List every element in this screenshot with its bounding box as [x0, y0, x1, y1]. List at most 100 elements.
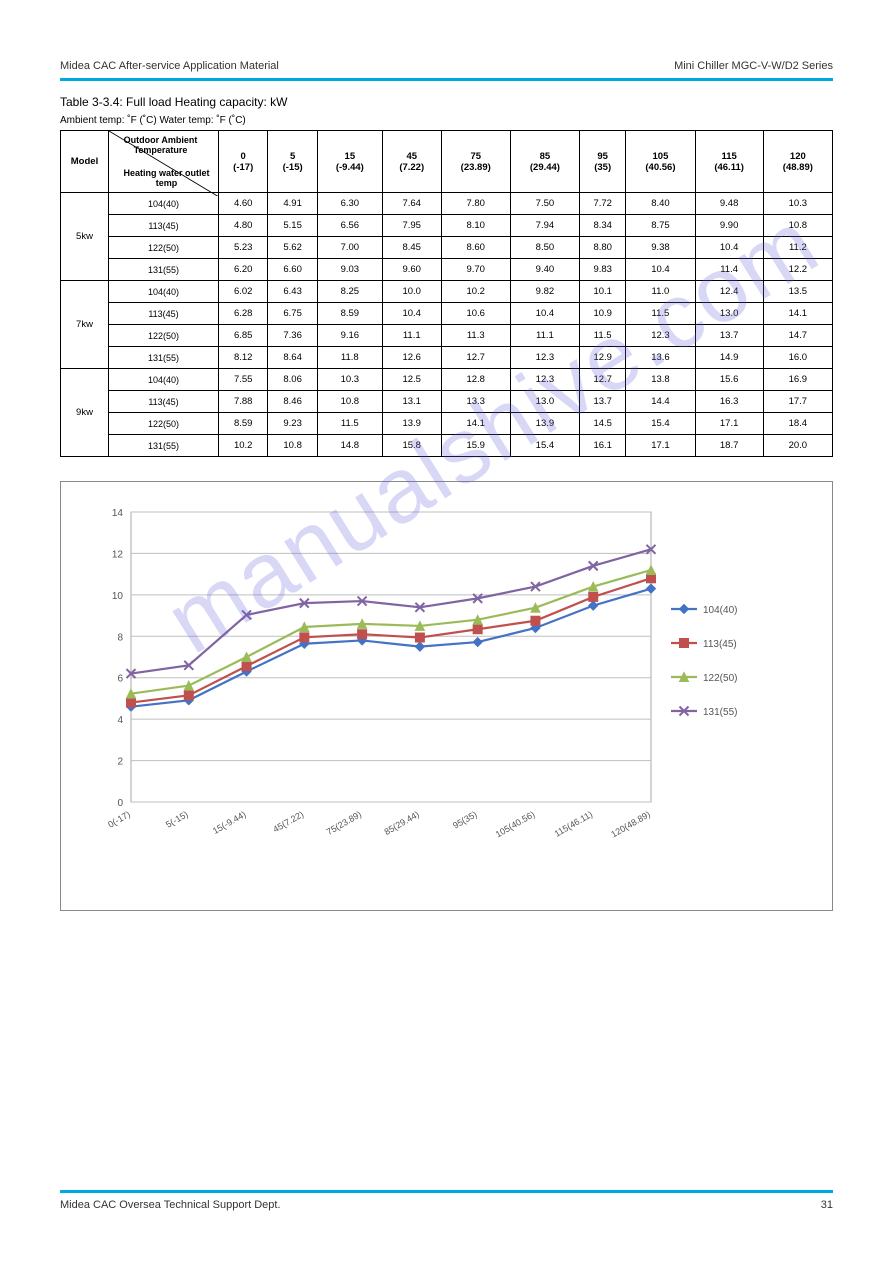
data-cell: 12.3	[626, 325, 695, 347]
row-label: 131(55)	[109, 347, 219, 369]
data-cell: 8.75	[626, 215, 695, 237]
data-cell: 12.7	[441, 347, 510, 369]
data-cell: 11.3	[441, 325, 510, 347]
header-left: Midea CAC After-service Application Mate…	[60, 60, 279, 72]
data-cell: 9.48	[695, 193, 763, 215]
header-right: Mini Chiller MGC-V-W/D2 Series	[674, 60, 833, 72]
data-cell: 11.4	[695, 259, 763, 281]
data-cell: 13.9	[510, 413, 579, 435]
footer-left: Midea CAC Oversea Technical Support Dept…	[60, 1199, 281, 1211]
data-cell: 15.4	[510, 435, 579, 457]
svg-text:75(23.89): 75(23.89)	[325, 809, 363, 837]
data-cell: 11.5	[580, 325, 626, 347]
col-header: 105(40.56)	[626, 131, 695, 193]
data-cell: 11.2	[763, 237, 832, 259]
svg-text:5(-15): 5(-15)	[164, 809, 190, 830]
svg-text:131(55): 131(55)	[703, 707, 737, 718]
svg-text:104(40): 104(40)	[703, 605, 737, 616]
data-cell: 13.1	[382, 391, 441, 413]
svg-text:115(46.11): 115(46.11)	[553, 809, 595, 839]
data-cell: 13.8	[626, 369, 695, 391]
svg-text:15(-9.44): 15(-9.44)	[211, 809, 248, 836]
data-cell: 13.0	[510, 391, 579, 413]
data-cell: 10.8	[763, 215, 832, 237]
data-cell: 12.9	[580, 347, 626, 369]
data-cell: 17.7	[763, 391, 832, 413]
data-cell: 8.10	[441, 215, 510, 237]
data-cell: 8.40	[626, 193, 695, 215]
table-units: Ambient temp: ˚F (˚C) Water temp: ˚F (˚C…	[60, 115, 833, 126]
line-chart: 024681012140(-17)5(-15)15(-9.44)45(7.22)…	[71, 492, 821, 892]
svg-text:0: 0	[117, 798, 123, 809]
divider-bottom	[60, 1190, 833, 1193]
data-cell: 10.8	[268, 435, 317, 457]
data-cell: 9.38	[626, 237, 695, 259]
data-cell: 4.91	[268, 193, 317, 215]
data-cell: 14.9	[695, 347, 763, 369]
row-label: 113(45)	[109, 215, 219, 237]
data-cell: 16.1	[580, 435, 626, 457]
data-cell: 8.59	[317, 303, 382, 325]
row-label: 113(45)	[109, 303, 219, 325]
model-cell: 9kw	[61, 369, 109, 457]
data-cell: 7.36	[268, 325, 317, 347]
data-cell: 12.4	[695, 281, 763, 303]
data-cell: 7.64	[382, 193, 441, 215]
svg-text:2: 2	[117, 757, 123, 768]
data-cell: 11.1	[382, 325, 441, 347]
data-cell: 14.8	[317, 435, 382, 457]
divider-top	[60, 78, 833, 81]
data-cell: 8.60	[441, 237, 510, 259]
col-model: Model	[61, 131, 109, 193]
data-cell: 12.7	[580, 369, 626, 391]
data-cell: 6.28	[219, 303, 268, 325]
data-cell: 12.2	[763, 259, 832, 281]
data-cell: 12.6	[382, 347, 441, 369]
data-cell: 8.59	[219, 413, 268, 435]
data-cell: 7.88	[219, 391, 268, 413]
data-cell: 10.1	[580, 281, 626, 303]
data-cell: 8.80	[580, 237, 626, 259]
data-cell: 11.8	[317, 347, 382, 369]
data-cell: 14.1	[763, 303, 832, 325]
data-cell: 13.9	[382, 413, 441, 435]
data-cell: 8.64	[268, 347, 317, 369]
row-label: 122(50)	[109, 413, 219, 435]
row-label: 131(55)	[109, 435, 219, 457]
data-cell: 13.5	[763, 281, 832, 303]
data-cell: 7.00	[317, 237, 382, 259]
data-cell: 5.62	[268, 237, 317, 259]
row-label: 131(55)	[109, 259, 219, 281]
data-cell: 11.0	[626, 281, 695, 303]
col-header: 15(-9.44)	[317, 131, 382, 193]
data-cell: 13.3	[441, 391, 510, 413]
svg-text:8: 8	[117, 632, 123, 643]
data-cell: 9.70	[441, 259, 510, 281]
data-cell: 15.4	[626, 413, 695, 435]
data-cell: 6.75	[268, 303, 317, 325]
svg-text:14: 14	[112, 508, 124, 519]
data-cell: 9.03	[317, 259, 382, 281]
data-cell: 12.3	[510, 347, 579, 369]
data-cell: 4.80	[219, 215, 268, 237]
data-cell: 18.4	[763, 413, 832, 435]
chart-container: 024681012140(-17)5(-15)15(-9.44)45(7.22)…	[60, 481, 833, 911]
svg-text:6: 6	[117, 674, 123, 685]
svg-text:105(40.56): 105(40.56)	[494, 809, 537, 839]
diag-top-label: Outdoor Ambient Temperature	[109, 135, 212, 155]
data-cell: 13.7	[580, 391, 626, 413]
model-cell: 5kw	[61, 193, 109, 281]
data-cell: 13.6	[626, 347, 695, 369]
data-cell: 12.3	[510, 369, 579, 391]
row-label: 104(40)	[109, 281, 219, 303]
data-cell: 20.0	[763, 435, 832, 457]
data-cell: 15.9	[441, 435, 510, 457]
data-cell: 10.4	[695, 237, 763, 259]
svg-text:45(7.22): 45(7.22)	[271, 809, 305, 834]
row-label: 113(45)	[109, 391, 219, 413]
data-cell: 12.5	[382, 369, 441, 391]
data-cell: 14.4	[626, 391, 695, 413]
col-header: 75(23.89)	[441, 131, 510, 193]
svg-text:113(45): 113(45)	[703, 639, 737, 650]
data-cell: 9.83	[580, 259, 626, 281]
